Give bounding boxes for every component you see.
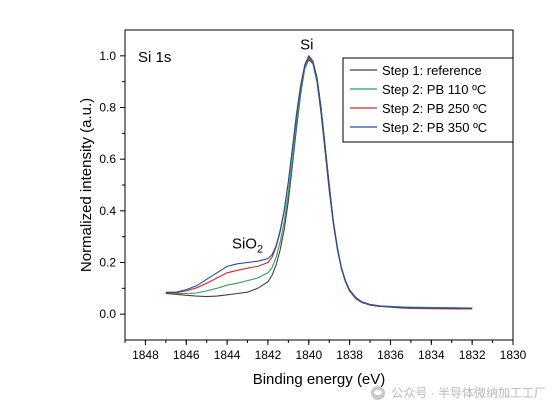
x-tick-label: 1848 <box>132 348 159 362</box>
series-line-4 <box>165 54 473 309</box>
watermark-text: 公众号 · 半导体微纳加工工厂 <box>391 386 546 400</box>
x-tick-label: 1840 <box>295 348 322 362</box>
legend-label-2: Step 2: PB 110 ºC <box>382 82 486 97</box>
panel-label: Si 1s <box>138 49 171 66</box>
y-tick-label: 1.0 <box>99 49 116 63</box>
x-tick-label: 1842 <box>255 348 282 362</box>
y-tick-label: 0.8 <box>99 101 116 115</box>
x-tick-label: 1838 <box>336 348 363 362</box>
watermark: 公众号 · 半导体微纳加工工厂 <box>371 384 546 401</box>
x-tick-label: 1834 <box>418 348 445 362</box>
x-tick-label: 1844 <box>214 348 241 362</box>
plot-series <box>165 54 473 310</box>
annotation-si: Si <box>300 36 313 53</box>
legend-label-4: Step 2: PB 350 ºC <box>382 120 487 135</box>
y-tick-label: 0.6 <box>99 152 116 166</box>
x-tick-label: 1846 <box>173 348 200 362</box>
x-tick-label: 1832 <box>459 348 486 362</box>
legend-label-3: Step 2: PB 250 ºC <box>382 101 487 116</box>
legend: Step 1: reference Step 2: PB 110 ºC Step 2… <box>342 57 514 143</box>
x-tick-label: 1836 <box>377 348 404 362</box>
y-tick-label: 0.0 <box>99 307 116 321</box>
y-axis-label: Normalized intensity (a.u.) <box>78 98 95 272</box>
x-tick-label: 1830 <box>500 348 527 362</box>
x-axis-label: Binding energy (eV) <box>253 371 386 388</box>
annotation-sio2: SiO2 <box>232 235 263 255</box>
y-axis-ticks: 0.0 0.2 0.4 0.6 0.8 1.0 <box>99 49 125 321</box>
wechat-icon <box>371 385 386 400</box>
y-tick-label: 0.4 <box>99 204 116 218</box>
legend-box <box>342 57 514 143</box>
legend-label-1: Step 1: reference <box>382 63 482 78</box>
x-axis-ticks: 1848 1846 1844 1842 1840 1838 1836 1834 1832 1830 <box>124 340 527 362</box>
y-tick-label: 0.2 <box>99 256 116 270</box>
